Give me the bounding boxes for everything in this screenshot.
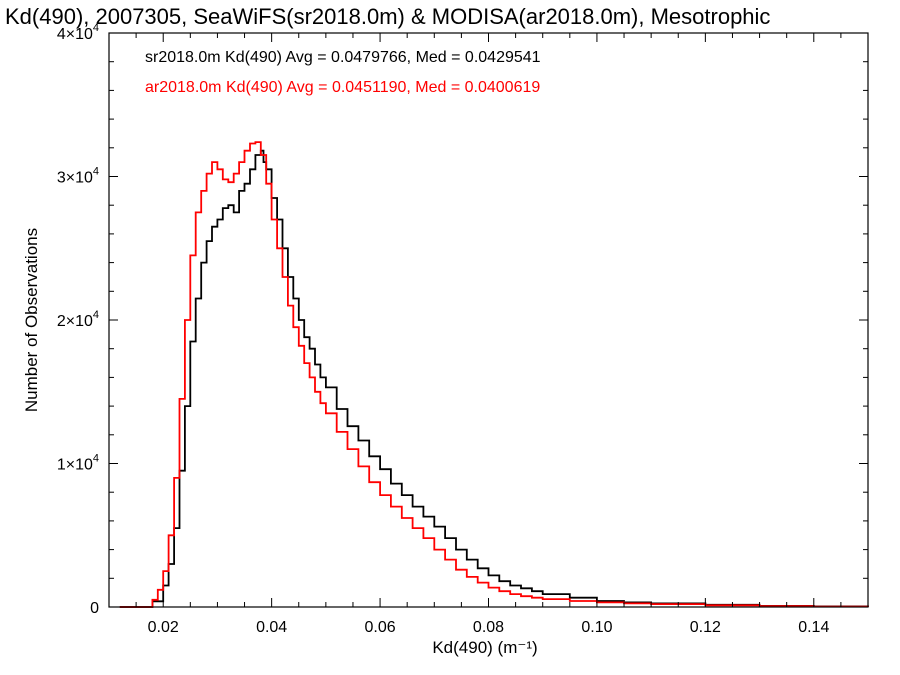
x-tick-label: 0.06 [365,619,396,636]
legend-entry-sr2018: sr2018.0m Kd(490) Avg = 0.0479766, Med =… [145,49,541,66]
y-tick-label: 2×104 [57,309,99,330]
y-tick-label: 4×104 [57,22,99,43]
y-tick-label: 1×104 [57,453,99,474]
series-layer [119,141,869,608]
y-tick-label: 0 [90,600,99,617]
x-ticks: 0.02 0.04 0.06 0.08 0.10 0.12 0.14 [108,33,869,636]
x-tick-label: 0.10 [581,619,612,636]
x-tick-label: 0.12 [690,619,721,636]
y-ticks: 0 1×104 2×104 3×104 4×104 [57,22,868,617]
x-tick-label: 0.04 [256,619,287,636]
y-axis-label: Number of Observations [22,228,41,412]
x-axis-label: Kd(490) (m⁻¹) [432,638,537,657]
y-tick-label: 3×104 [57,166,99,187]
plot-frame [108,32,869,608]
x-tick-label: 0.08 [473,619,504,636]
series-line-0 [119,149,869,608]
chart-title: Kd(490), 2007305, SeaWiFS(sr2018.0m) & M… [5,4,770,29]
plot-area: 0.02 0.04 0.06 0.08 0.10 0.12 0.14 0 1×104 2×104… [57,22,869,636]
legend-entry-ar2018: ar2018.0m Kd(490) Avg = 0.0451190, Med =… [145,79,540,96]
x-tick-label: 0.14 [798,619,829,636]
legend: sr2018.0m Kd(490) Avg = 0.0479766, Med =… [145,49,541,96]
x-tick-label: 0.02 [148,619,179,636]
series-line-1 [119,141,869,608]
